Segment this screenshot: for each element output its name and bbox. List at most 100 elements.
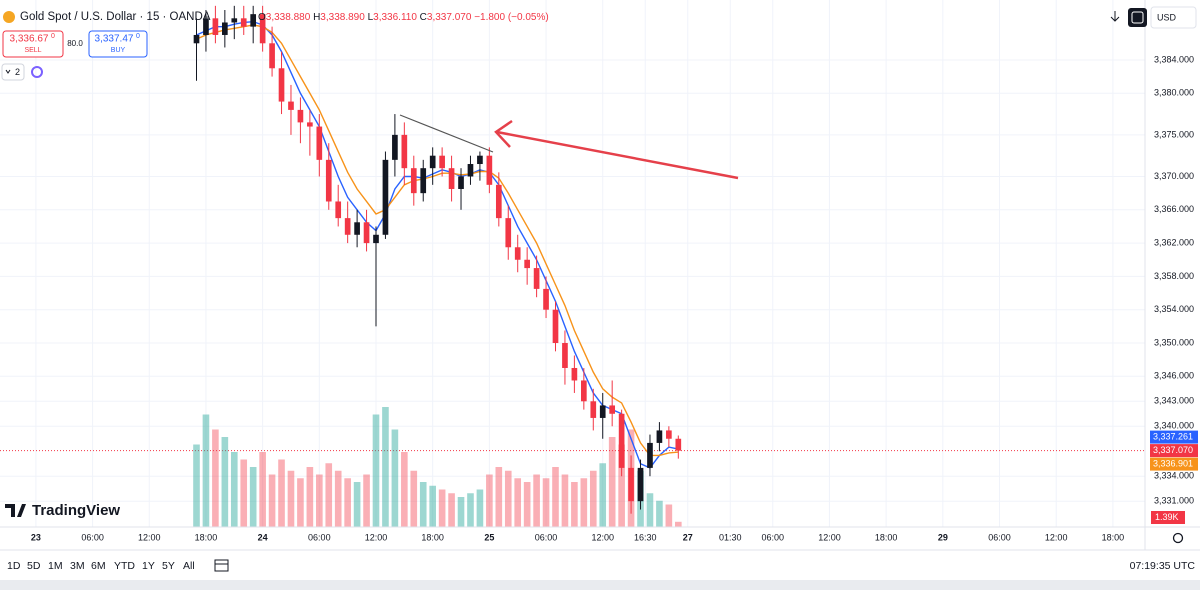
candle-body [344, 218, 351, 235]
y-tick-label: 3,343.000 [1154, 396, 1194, 406]
candle-body [609, 405, 616, 414]
x-tick-label: 18:00 [1102, 532, 1125, 542]
volume-bar [448, 493, 455, 527]
price-tag [1150, 457, 1198, 471]
x-tick-label: 12:00 [591, 532, 614, 542]
volume-bar [476, 489, 484, 527]
candle-body [562, 343, 568, 368]
buy-button[interactable]: 3,337.47 0 BUY [88, 30, 148, 58]
brand-logo: TradingView [5, 502, 120, 519]
settings-icon[interactable] [1172, 532, 1184, 544]
candle-body [222, 22, 228, 35]
candle-body [647, 442, 653, 468]
clock: 07:19:35 UTC [1130, 560, 1196, 572]
timeframe-button[interactable]: 5Y [162, 560, 175, 572]
volume-bar [523, 482, 531, 527]
axis-layer: 3,384.000 3,380.000 3,375.000 3,370.000 3,36… [31, 54, 1198, 542]
timeframe-button[interactable]: YTD [114, 560, 135, 572]
candle-body [259, 14, 266, 44]
download-icon[interactable] [1110, 11, 1120, 22]
timeframe-button[interactable]: 1M [48, 560, 63, 572]
trend-line-drawing[interactable] [399, 114, 494, 153]
symbol-title[interactable]: Gold Spot / U.S. Dollar · 15 · OANDA [20, 11, 211, 23]
x-tick-label: 24 [258, 532, 268, 542]
volume-bar [571, 482, 578, 527]
candle-body [448, 168, 455, 189]
candle-body [552, 309, 559, 344]
candle-body [533, 268, 540, 289]
candle-body [637, 467, 644, 502]
timeframe-button[interactable]: 1D [7, 560, 21, 572]
x-tick-label: 12:00 [818, 532, 841, 542]
currency-button[interactable]: USD [1150, 6, 1197, 29]
x-tick-label: 29 [938, 532, 948, 542]
volume-bar [608, 437, 616, 527]
volume-bar [249, 467, 257, 527]
bottom-strip [0, 580, 1200, 590]
timeframe-button[interactable]: All [183, 560, 195, 572]
candle-layer [193, 5, 682, 514]
timeframe-button[interactable]: 6M [91, 560, 106, 572]
x-tick-label: 18:00 [421, 532, 444, 542]
currency: USD [1157, 12, 1177, 22]
volume-bar [514, 478, 522, 527]
volume-bar [552, 467, 559, 527]
arrow-drawing[interactable] [494, 119, 739, 180]
candle-body [590, 401, 597, 418]
timeframe-button[interactable]: 5D [27, 560, 41, 572]
volume-bar [316, 474, 323, 527]
volume-bar [656, 500, 663, 527]
buy-price: 3,337.47 [95, 34, 134, 45]
price-tag [1150, 430, 1198, 444]
y-tick-label: 3,340.000 [1154, 421, 1194, 431]
candle-body [269, 43, 275, 69]
brand-name: TradingView [32, 502, 120, 519]
sell-button[interactable]: 3,336.67 0 SELL [2, 30, 64, 58]
change: −1.800 (−0.05%) [474, 12, 549, 23]
ohlc-value: 3,336.110 [373, 12, 417, 23]
x-tick-label: 06:00 [535, 532, 558, 542]
volume-bar [202, 414, 210, 527]
volume-bar [297, 478, 304, 527]
volume-bar [542, 478, 550, 527]
y-tick-label: 3,370.000 [1154, 171, 1194, 181]
candle-body [335, 201, 342, 219]
volume-bar [495, 467, 503, 527]
candle-body [297, 109, 304, 123]
buy-label: BUY [111, 47, 126, 54]
x-tick-label: 16:30 [634, 532, 657, 542]
candle-body [543, 288, 549, 310]
volume-bar [410, 470, 418, 527]
indicators-toggle[interactable]: 2 [1, 63, 25, 81]
volume-bar [646, 493, 654, 527]
candle-body [675, 438, 682, 451]
candle-body [307, 122, 313, 127]
x-tick-label: 18:00 [875, 532, 898, 542]
volume-bar [221, 437, 229, 527]
candle-body [486, 155, 493, 185]
volume-bar [467, 493, 474, 527]
volume-bar [278, 459, 285, 527]
timeframe-button[interactable]: 3M [70, 560, 85, 572]
candle-body [401, 134, 408, 169]
volume-bar [268, 474, 276, 527]
sync-icon[interactable] [31, 66, 43, 78]
candle-body [373, 234, 379, 244]
candle-body [571, 367, 578, 381]
volume-bar [212, 429, 219, 527]
calendar-icon[interactable] [214, 559, 229, 572]
timeframe-button[interactable]: 1Y [142, 560, 155, 572]
x-tick-label: 01:30 [719, 532, 742, 542]
buy-price-sup: 0 [136, 33, 140, 40]
y-tick-label: 3,331.000 [1154, 496, 1194, 506]
price-tag [1150, 444, 1198, 458]
y-tick-label: 3,346.000 [1154, 371, 1194, 381]
candle-body [363, 222, 370, 244]
candle-body [524, 259, 530, 269]
y-tick-label: 3,366.000 [1154, 204, 1194, 214]
y-tick-label: 3,334.000 [1154, 471, 1194, 481]
screen-icon[interactable] [1128, 8, 1147, 27]
ohlc-value: 3,338.880 [266, 12, 311, 23]
price-tag-label: 3,337.261 [1153, 431, 1193, 441]
price-tag-label: 3,336.901 [1153, 458, 1193, 468]
